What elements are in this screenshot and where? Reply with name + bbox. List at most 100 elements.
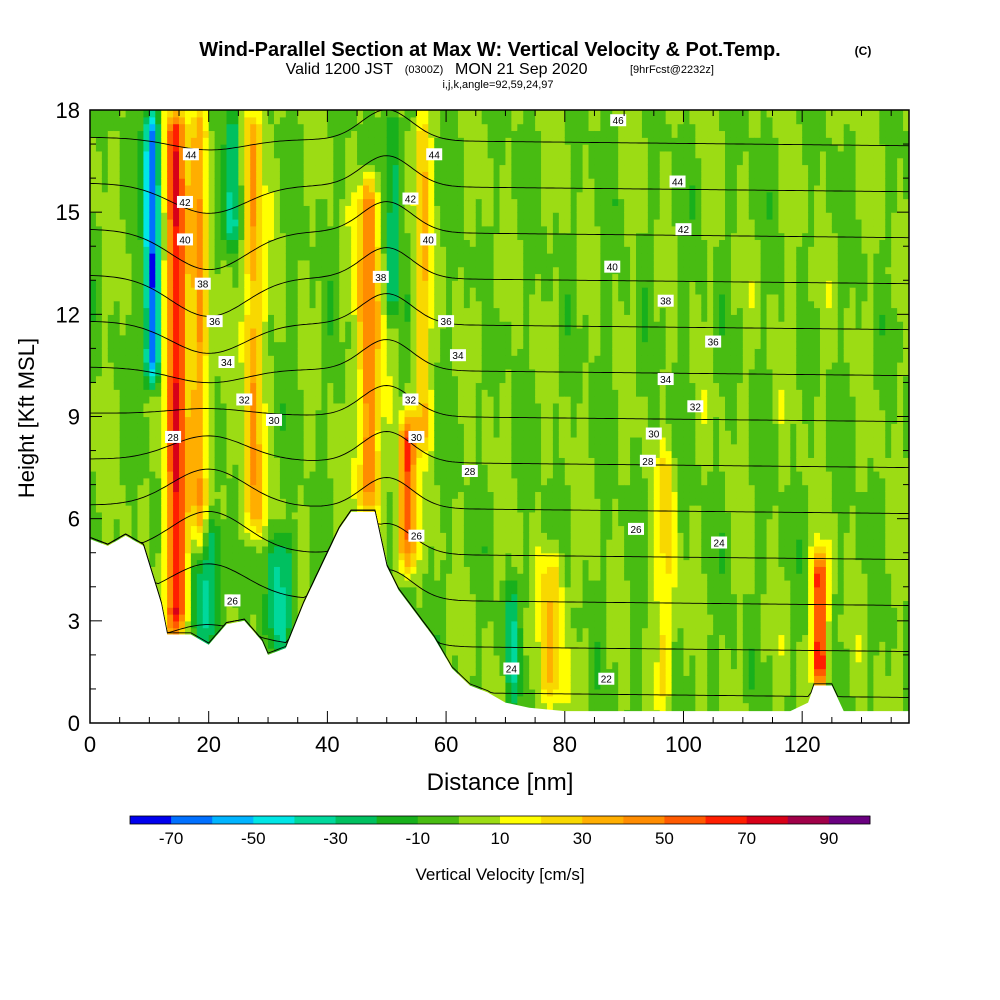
velocity-cell <box>368 232 376 241</box>
velocity-cell <box>196 627 204 636</box>
velocity-cell <box>143 491 150 499</box>
velocity-cell <box>167 559 174 567</box>
velocity-cell <box>196 321 204 329</box>
velocity-cell <box>184 314 192 322</box>
velocity-cell <box>339 443 346 452</box>
velocity-cell <box>368 150 376 159</box>
velocity-cell <box>368 178 376 186</box>
velocity-cell <box>137 464 145 472</box>
velocity-cell <box>374 232 382 241</box>
velocity-cell <box>339 382 346 390</box>
velocity-cell <box>214 511 222 520</box>
velocity-cell <box>173 368 180 377</box>
velocity-cell <box>262 355 269 363</box>
velocity-cell <box>250 457 257 465</box>
velocity-cell <box>250 157 257 166</box>
velocity-cell <box>173 396 180 404</box>
velocity-cell <box>155 443 162 452</box>
velocity-cell <box>404 110 412 118</box>
velocity-cell <box>208 532 216 540</box>
velocity-cell <box>244 321 251 329</box>
velocity-cell <box>374 484 382 493</box>
velocity-cell <box>155 130 162 138</box>
velocity-cell <box>184 184 192 193</box>
velocity-cell <box>380 123 388 132</box>
velocity-cell <box>273 498 281 506</box>
velocity-cell <box>339 253 346 261</box>
velocity-cell <box>410 477 418 486</box>
velocity-cell <box>107 450 115 458</box>
velocity-cell <box>357 150 364 159</box>
velocity-cell <box>380 355 388 363</box>
velocity-cell <box>101 362 109 370</box>
velocity-cell <box>315 191 323 200</box>
velocity-cell <box>273 218 281 227</box>
velocity-cell <box>196 382 204 390</box>
velocity-cell <box>143 273 150 281</box>
velocity-cell <box>285 123 293 132</box>
velocity-cell <box>167 477 174 486</box>
velocity-cell <box>220 593 228 601</box>
velocity-cell <box>410 593 418 601</box>
velocity-cell <box>262 464 269 472</box>
velocity-cell <box>357 416 364 424</box>
velocity-cell <box>363 239 370 247</box>
velocity-cell <box>95 396 103 404</box>
velocity-cell <box>285 110 293 118</box>
velocity-cell <box>101 157 109 166</box>
velocity-cell <box>125 341 133 349</box>
velocity-cell <box>315 110 323 118</box>
velocity-cell <box>309 491 317 499</box>
velocity-cell <box>184 627 192 636</box>
velocity-cell <box>190 375 198 384</box>
velocity-cell <box>309 218 317 227</box>
velocity-cell <box>392 389 400 397</box>
velocity-cell <box>285 218 293 227</box>
velocity-cell <box>250 498 257 506</box>
velocity-cell <box>95 232 103 241</box>
velocity-cell <box>357 491 364 499</box>
velocity-cell <box>202 300 210 309</box>
velocity-cell <box>149 137 156 145</box>
velocity-cell <box>327 464 334 472</box>
velocity-cell <box>309 450 317 458</box>
velocity-cell <box>410 293 418 302</box>
velocity-cell <box>244 171 251 179</box>
velocity-cell <box>202 246 210 254</box>
velocity-cell <box>256 280 263 288</box>
velocity-cell <box>368 184 376 193</box>
velocity-cell <box>297 552 305 561</box>
velocity-cell <box>220 144 228 152</box>
velocity-cell <box>190 396 198 404</box>
velocity-cell <box>196 477 204 486</box>
velocity-cell <box>214 368 222 377</box>
velocity-cell <box>285 334 293 343</box>
velocity-cell <box>101 484 109 493</box>
velocity-cell <box>137 477 145 486</box>
velocity-cell <box>285 620 293 629</box>
velocity-cell <box>291 436 299 445</box>
velocity-cell <box>410 266 418 275</box>
velocity-cell <box>250 130 257 138</box>
velocity-cell <box>380 484 388 493</box>
velocity-cell <box>256 375 263 384</box>
velocity-cell <box>179 552 186 561</box>
velocity-cell <box>392 505 400 513</box>
velocity-cell <box>232 184 239 193</box>
velocity-cell <box>167 150 174 159</box>
velocity-cell <box>161 532 168 540</box>
velocity-cell <box>226 396 234 404</box>
velocity-cell <box>327 341 334 349</box>
velocity-cell <box>273 389 281 397</box>
velocity-cell <box>315 116 323 125</box>
velocity-cell <box>256 259 263 268</box>
velocity-cell <box>368 430 376 438</box>
velocity-cell <box>321 293 328 302</box>
velocity-cell <box>321 157 328 166</box>
velocity-cell <box>107 511 115 520</box>
velocity-cell <box>291 348 299 356</box>
velocity-cell <box>214 178 222 186</box>
velocity-cell <box>357 470 364 479</box>
velocity-cell <box>161 178 168 186</box>
velocity-cell <box>196 327 204 336</box>
